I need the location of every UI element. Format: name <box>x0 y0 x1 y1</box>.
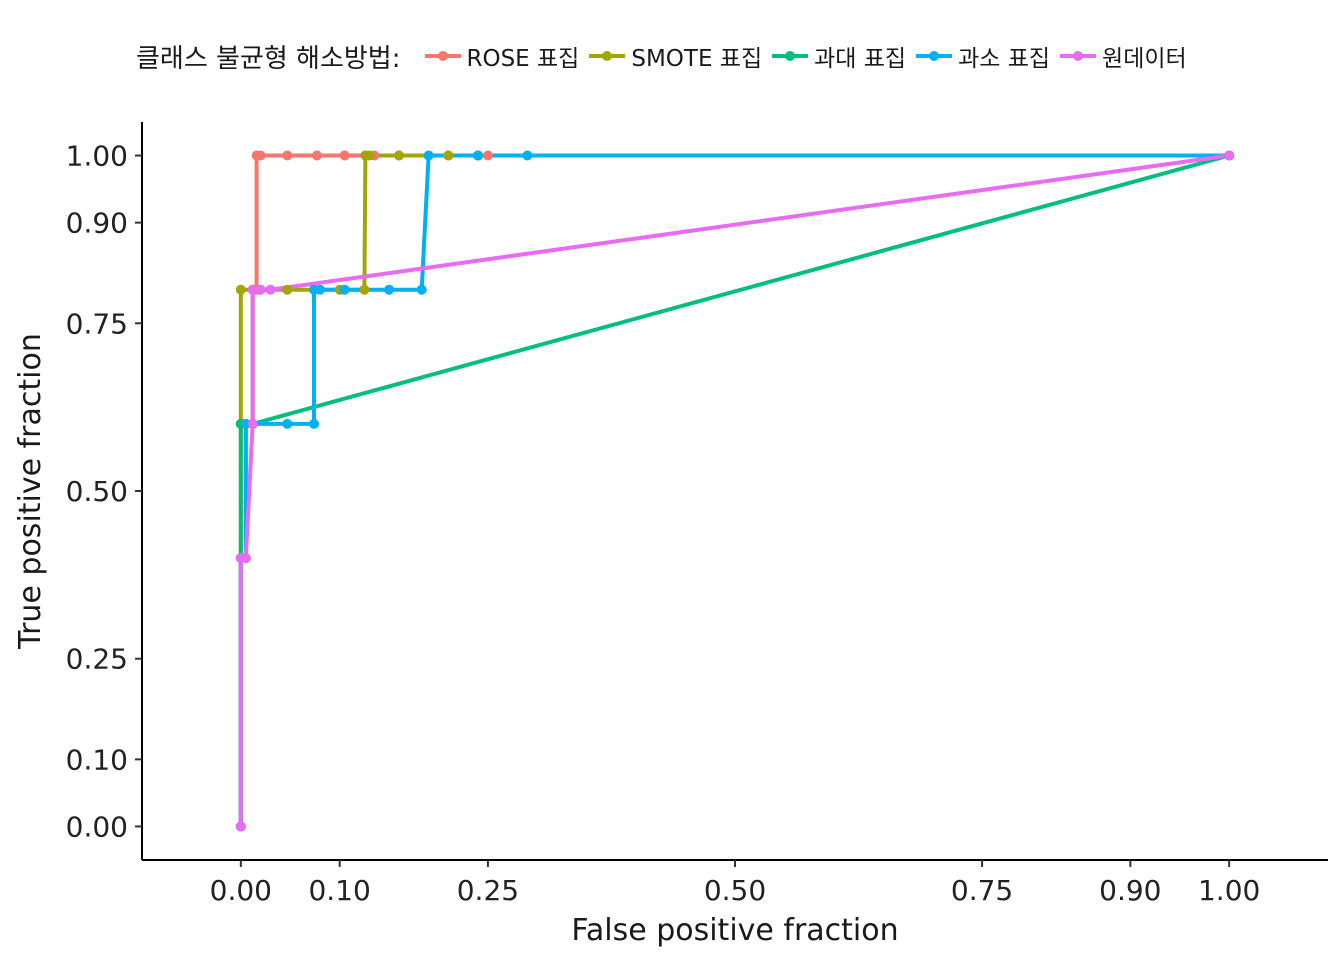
data-point <box>443 150 454 161</box>
series-line-2 <box>238 153 1230 827</box>
y-tick-label: 0.25 <box>66 643 128 676</box>
data-point <box>247 418 258 429</box>
data-point <box>235 821 246 832</box>
data-point <box>247 284 258 295</box>
data-point <box>235 284 246 295</box>
series-line-4 <box>238 153 1230 827</box>
data-point <box>282 418 293 429</box>
legend-title: 클래스 불균형 해소방법: <box>136 43 401 74</box>
y-tick-label: 0.00 <box>66 810 128 843</box>
legend-entry: SMOTE 표집 <box>587 39 762 73</box>
data-point <box>240 553 251 564</box>
data-point <box>309 418 319 429</box>
x-tick-label: 0.90 <box>1099 874 1161 907</box>
legend-label: 원데이터 <box>1102 46 1187 72</box>
legend-entries: ROSE 표집 SMOTE 표집 과대 표집 과소 표집 원데이터 <box>423 39 1195 73</box>
legend-label: ROSE 표집 <box>466 46 580 72</box>
legend-entry: 과대 표집 <box>770 39 906 73</box>
data-point <box>416 284 427 295</box>
series-points <box>235 150 1235 832</box>
data-point <box>255 284 266 295</box>
data-point <box>359 284 370 295</box>
legend-entry: ROSE 표집 <box>423 39 580 73</box>
data-point <box>311 150 322 161</box>
series-line-1 <box>238 153 1230 827</box>
x-tick-label: 1.00 <box>1198 874 1260 907</box>
legend-key <box>916 51 953 61</box>
data-point <box>384 284 395 295</box>
data-point <box>339 284 350 295</box>
data-point <box>265 284 276 295</box>
axes <box>141 122 1328 861</box>
data-point <box>282 150 293 161</box>
legend-key <box>772 51 809 61</box>
data-point <box>482 150 493 161</box>
x-tick-label: 0.10 <box>308 874 370 907</box>
y-axis-title: True positive fraction <box>13 333 48 650</box>
legend-label: SMOTE 표집 <box>631 46 763 72</box>
y-tick-label: 0.75 <box>66 307 128 340</box>
legend-entry: 과소 표집 <box>914 39 1050 73</box>
x-axis-title: False positive fraction <box>571 913 898 948</box>
y-tick-label: 0.90 <box>66 207 128 240</box>
series-line-3 <box>238 153 1230 827</box>
data-point <box>282 284 293 295</box>
data-point <box>1224 150 1235 161</box>
legend-label: 과대 표집 <box>814 46 907 72</box>
data-point <box>314 284 325 295</box>
data-point <box>240 418 251 429</box>
legend: 클래스 불균형 해소방법: ROSE 표집 SMOTE 표집 과대 표집 과소 표집 원… <box>136 36 1195 76</box>
x-tick-label: 0.25 <box>457 874 519 907</box>
legend-entry: 원데이터 <box>1058 39 1187 73</box>
legend-label: 과소 표집 <box>958 46 1051 72</box>
x-tick-label: 0.50 <box>704 874 766 907</box>
data-point <box>339 150 350 161</box>
x-tick-label: 0.75 <box>951 874 1013 907</box>
y-tick-label: 0.50 <box>66 475 128 508</box>
data-point <box>364 150 375 161</box>
x-tick-label: 0.00 <box>210 874 272 907</box>
legend-key <box>589 51 626 61</box>
legend-key <box>1060 51 1097 61</box>
x-ticks: 0.00 0.10 0.25 0.50 0.75 0.90 1.00 <box>210 860 1260 907</box>
data-point <box>255 150 266 161</box>
data-point <box>423 150 434 161</box>
data-point <box>522 150 533 161</box>
y-tick-label: 1.00 <box>66 140 128 173</box>
y-tick-label: 0.10 <box>66 743 128 776</box>
data-point <box>473 150 483 161</box>
y-ticks: 0.00 0.10 0.25 0.50 0.75 0.90 1.00 <box>66 140 142 843</box>
series-lines <box>238 153 1230 827</box>
series-line-0 <box>238 153 1230 827</box>
data-point <box>394 150 404 161</box>
legend-key <box>424 51 461 61</box>
